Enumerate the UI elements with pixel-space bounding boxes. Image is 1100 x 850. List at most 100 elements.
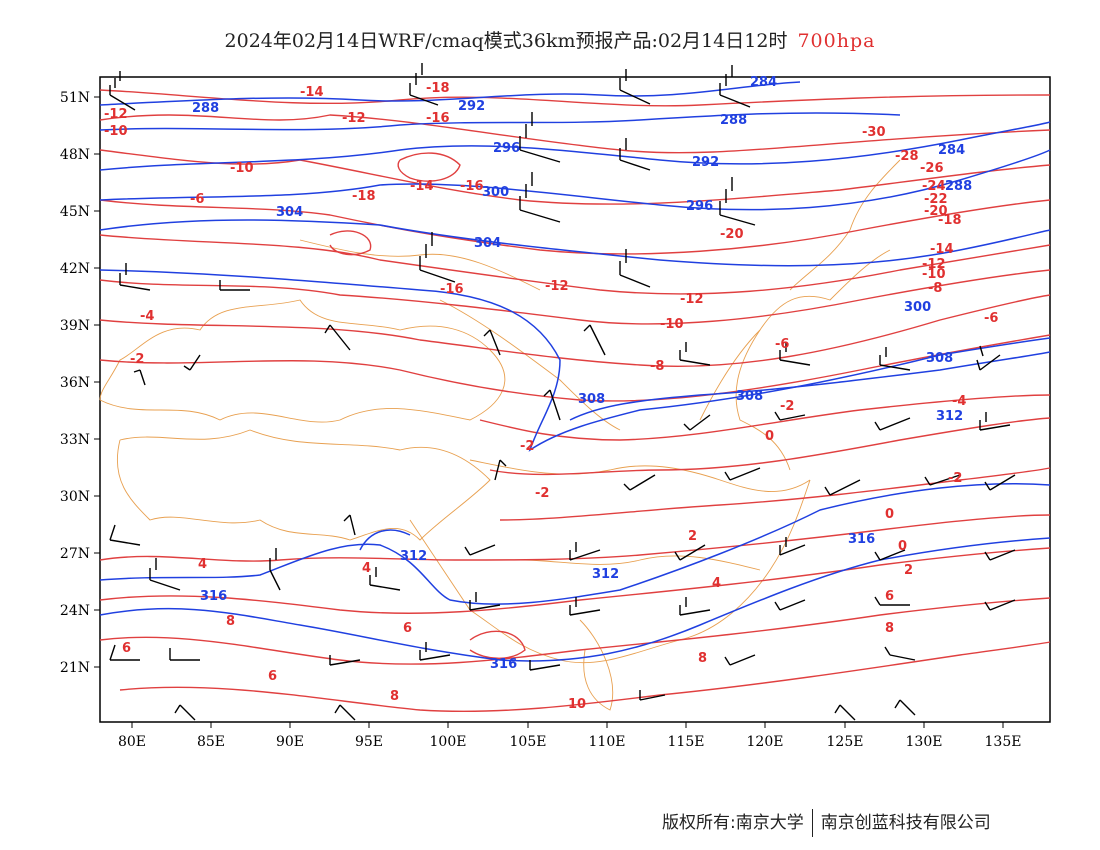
copyright-right: 南京创蓝科技有限公司 [820, 813, 991, 833]
temp-label: 2 [904, 563, 913, 578]
title-text: 2024年02月14日WRF/cmaq模式36km预报产品:02月14日12时 [224, 30, 788, 52]
temp-label: -12 [342, 111, 366, 126]
height-labels: 288 292 296 300 304 304 308 308 312 312 … [192, 75, 972, 672]
temp-label: 0 [898, 539, 907, 554]
temp-label: -2 [130, 352, 144, 367]
temp-label: -18 [426, 81, 450, 96]
y-tick-label: 33N [60, 432, 90, 448]
wind-barbs [109, 63, 1016, 721]
temp-label: -20 [720, 227, 744, 242]
x-tick-label: 100E [430, 734, 467, 750]
axis-ticks [94, 96, 1004, 728]
temp-label: 6 [403, 621, 412, 636]
temp-label: -18 [938, 213, 962, 228]
copyright-left: 版权所有:南京大学 [662, 813, 804, 833]
height-label: 316 [200, 589, 227, 604]
temp-label: 6 [268, 669, 277, 684]
temp-label: -8 [650, 359, 664, 374]
boundary-lines [99, 159, 901, 711]
height-contours [99, 81, 1051, 662]
temp-label: -2 [780, 399, 794, 414]
temp-label: -28 [895, 149, 919, 164]
x-tick-label: 85E [197, 734, 225, 750]
temp-label: -6 [775, 337, 789, 352]
height-label: 284 [938, 143, 965, 158]
temp-label: 6 [122, 641, 131, 656]
pressure-level: 700hpa [797, 30, 876, 52]
temp-label: -30 [862, 125, 886, 140]
height-label: 288 [720, 113, 747, 128]
x-tick-label: 115E [668, 734, 705, 750]
x-tick-label: 120E [747, 734, 784, 750]
height-label: 292 [692, 155, 719, 170]
temp-label: -10 [922, 267, 946, 282]
height-label: 288 [192, 101, 219, 116]
height-label: 312 [592, 567, 619, 582]
y-tick-label: 39N [60, 318, 90, 334]
temp-label: -12 [104, 107, 128, 122]
y-tick-label: 36N [60, 375, 90, 391]
temp-label: 2 [688, 529, 697, 544]
temp-label: -10 [104, 124, 128, 139]
temp-label: 4 [198, 557, 207, 572]
height-label: 308 [736, 389, 763, 404]
temp-label: -16 [460, 179, 484, 194]
y-axis-labels: 51N 48N 45N 42N 39N 36N 33N 30N 27N 24N … [60, 90, 90, 676]
height-label: 316 [490, 657, 517, 672]
height-label: 312 [400, 549, 427, 564]
temp-label: -18 [352, 189, 376, 204]
temp-label: 10 [568, 697, 586, 712]
height-label: 308 [926, 351, 953, 366]
temperature-contours [99, 89, 1051, 713]
height-label: 312 [936, 409, 963, 424]
height-label: 296 [686, 199, 713, 214]
height-label: 284 [750, 75, 777, 90]
temp-label: 8 [390, 689, 399, 704]
temp-label: -26 [920, 161, 944, 176]
height-label: 304 [474, 236, 501, 251]
y-tick-label: 21N [60, 660, 90, 676]
copyright-footer: 版权所有:南京大学 南京创蓝科技有限公司 [662, 808, 991, 837]
temp-label: 0 [765, 429, 774, 444]
footer-divider [811, 809, 813, 837]
height-label: 300 [904, 300, 931, 315]
height-label: 300 [482, 185, 509, 200]
temp-label: 6 [885, 589, 894, 604]
temp-label: -2 [535, 486, 549, 501]
temp-label: -16 [440, 282, 464, 297]
temp-label: -16 [426, 111, 450, 126]
height-label: 296 [493, 141, 520, 156]
temp-label: -14 [930, 242, 954, 257]
page-title: 2024年02月14日WRF/cmaq模式36km预报产品:02月14日12时 7… [0, 26, 1100, 53]
height-label: 288 [945, 179, 972, 194]
y-tick-label: 51N [60, 90, 90, 106]
height-label: 304 [276, 205, 303, 220]
temp-label: -14 [410, 179, 434, 194]
temp-label: 8 [698, 651, 707, 666]
x-tick-label: 135E [985, 734, 1022, 750]
x-tick-label: 80E [118, 734, 146, 750]
x-tick-label: 125E [827, 734, 864, 750]
temp-label: -2 [520, 439, 534, 454]
temp-label: -10 [660, 317, 684, 332]
temp-label: -12 [545, 279, 569, 294]
temp-label: 8 [226, 614, 235, 629]
temp-label: -6 [190, 192, 204, 207]
temp-label: -4 [140, 309, 154, 324]
temp-label: 0 [885, 507, 894, 522]
x-axis-labels: 80E 85E 90E 95E 100E 105E 110E 115E 120E… [118, 734, 1022, 750]
y-tick-label: 42N [60, 261, 90, 277]
x-tick-label: 90E [276, 734, 304, 750]
temp-label: -20 [924, 204, 948, 219]
temp-label: -24 [922, 179, 946, 194]
y-tick-label: 24N [60, 603, 90, 619]
y-tick-label: 48N [60, 147, 90, 163]
temp-label: -14 [300, 85, 324, 100]
temp-label: -22 [924, 192, 948, 207]
x-tick-label: 110E [589, 734, 626, 750]
temp-label: -8 [928, 281, 942, 296]
temp-label: -4 [952, 394, 966, 409]
temp-label: 4 [362, 561, 371, 576]
temp-label: -2 [948, 471, 962, 486]
temp-label: 4 [712, 576, 721, 591]
